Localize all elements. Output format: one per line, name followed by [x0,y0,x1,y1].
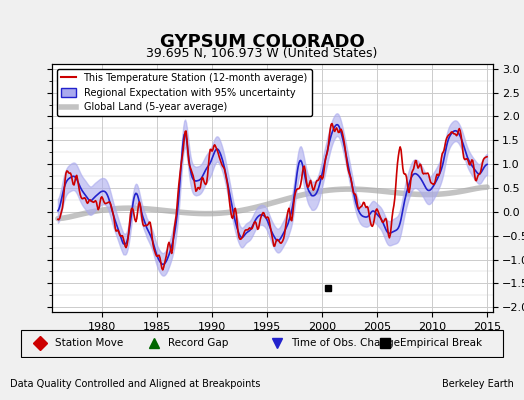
Text: Station Move: Station Move [55,338,123,348]
Text: Record Gap: Record Gap [168,338,229,348]
Text: GYPSUM COLORADO: GYPSUM COLORADO [160,33,364,51]
Text: Data Quality Controlled and Aligned at Breakpoints: Data Quality Controlled and Aligned at B… [10,379,261,389]
Text: Berkeley Earth: Berkeley Earth [442,379,514,389]
Text: Empirical Break: Empirical Break [400,338,482,348]
Text: Time of Obs. Change: Time of Obs. Change [291,338,400,348]
Text: 39.695 N, 106.973 W (United States): 39.695 N, 106.973 W (United States) [146,48,378,60]
Legend: This Temperature Station (12-month average), Regional Expectation with 95% uncer: This Temperature Station (12-month avera… [57,69,312,116]
